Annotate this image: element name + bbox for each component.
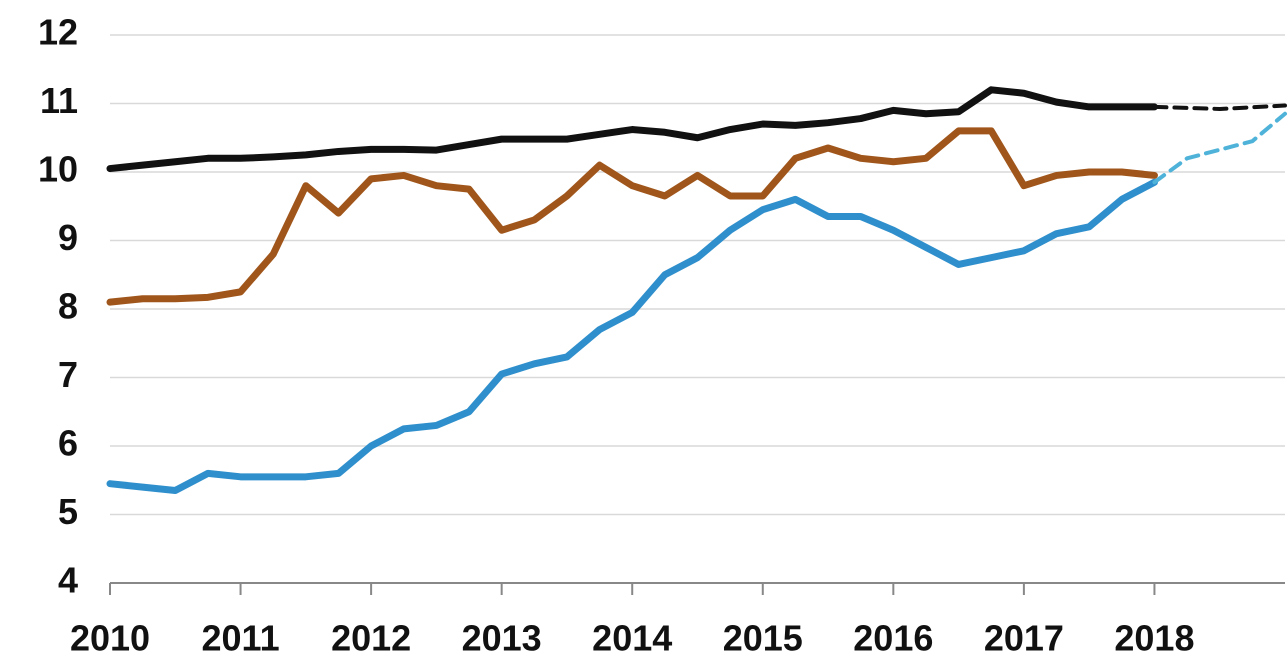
series-line (106, 127, 1158, 306)
y-tick-label: 5 (58, 491, 78, 532)
x-tick-label: 2011 (202, 618, 280, 659)
y-tick-label: 10 (38, 149, 78, 190)
y-tick-label: 12 (38, 12, 78, 53)
y-tick-label: 8 (58, 286, 78, 327)
x-tick-label: 2016 (853, 618, 933, 659)
y-tick-label: 7 (58, 354, 78, 395)
x-tick-label: 2018 (1114, 618, 1194, 659)
series-line (1152, 103, 1287, 111)
series-line (106, 178, 1158, 495)
x-tick-label: 2014 (592, 618, 672, 659)
y-tick-label: 4 (58, 560, 78, 601)
series-line (106, 86, 1158, 173)
y-tick-label: 6 (58, 423, 78, 464)
x-tick-label: 2010 (70, 618, 150, 659)
y-tick-label: 9 (58, 217, 78, 258)
x-tick-label: 2013 (462, 618, 542, 659)
series-line (1152, 111, 1287, 185)
y-tick-label: 11 (40, 80, 78, 121)
x-tick-label: 2012 (331, 618, 411, 659)
x-tick-label: 2017 (984, 618, 1064, 659)
x-tick-label: 2015 (723, 618, 803, 659)
